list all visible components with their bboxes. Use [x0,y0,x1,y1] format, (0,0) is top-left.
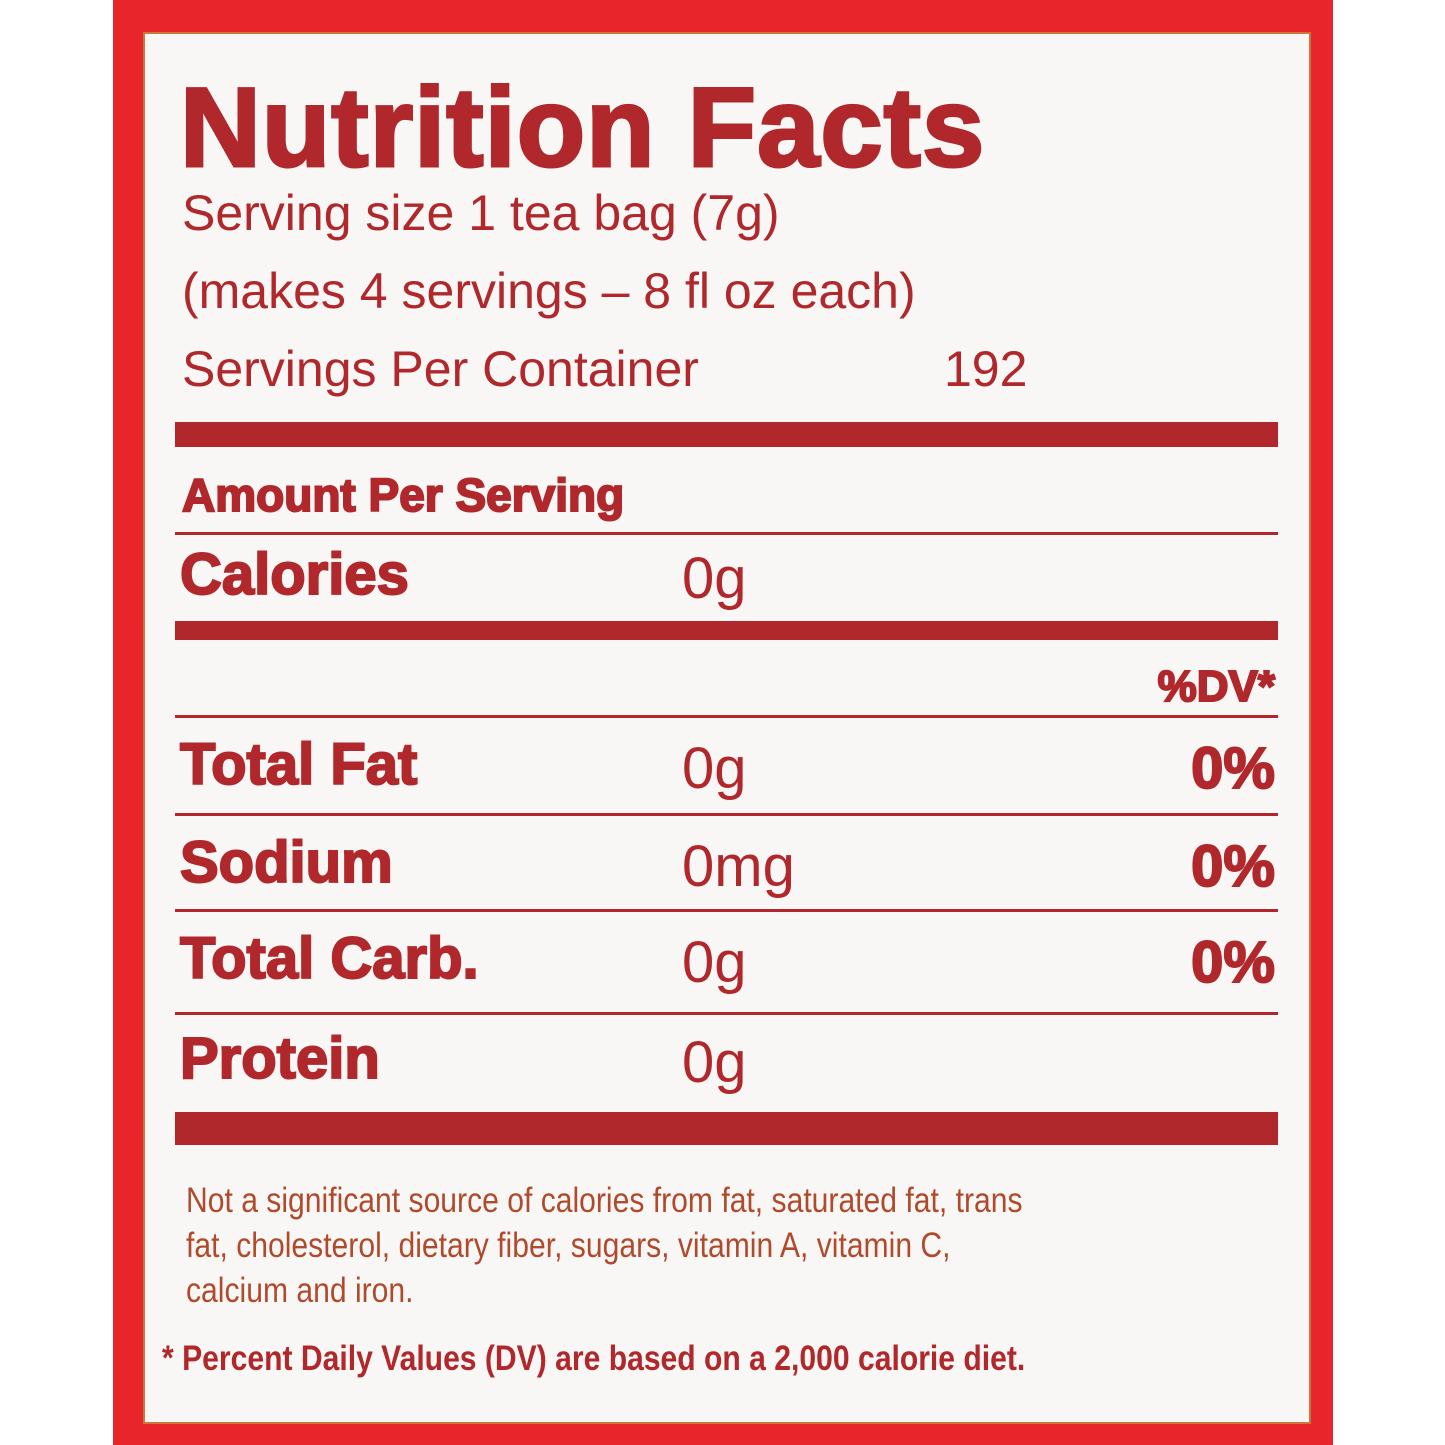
amount-per-serving: Amount Per Serving [181,468,625,522]
calories-label: Calories [179,542,410,607]
dv-footnote: * Percent Daily Values (DV) are based on… [162,1339,1026,1378]
divider [175,1012,1278,1015]
divider [175,532,1278,535]
nutrient-label: Total Carb. [179,926,480,991]
nutrient-dv: 0% [1190,736,1276,801]
serving-size: Serving size 1 tea bag (7g) [182,185,780,241]
nutrient-label: Protein [179,1026,381,1091]
divider [175,715,1278,718]
divider [175,909,1278,912]
nutrient-dv: 0% [1190,834,1276,899]
divider [175,813,1278,816]
nutrient-amount: 0g [682,1030,747,1095]
nutrition-panel [143,32,1311,1424]
footnote-line: Not a significant source of calories fro… [186,1181,1023,1220]
thick-divider [175,1112,1278,1145]
nutrient-amount: 0g [682,930,747,995]
nutrient-label: Total Fat [179,732,418,797]
thick-divider [175,621,1278,640]
servings-per-container-value: 192 [944,341,1028,397]
footnote-line: calcium and iron. [186,1271,414,1310]
nutrient-label: Sodium [179,830,394,895]
thick-divider [175,422,1278,447]
nutrient-amount: 0mg [682,834,795,899]
dv-header: %DV* [1157,661,1276,712]
serving-makes: (makes 4 servings – 8 fl oz each) [182,263,916,319]
calories-amount: 0g [682,546,747,611]
nutrient-amount: 0g [682,736,747,801]
servings-per-container-label: Servings Per Container [182,341,699,397]
nutrient-dv: 0% [1190,930,1276,995]
footnote-line: fat, cholesterol, dietary fiber, sugars,… [186,1226,951,1265]
label-title: Nutrition Facts [178,65,986,190]
